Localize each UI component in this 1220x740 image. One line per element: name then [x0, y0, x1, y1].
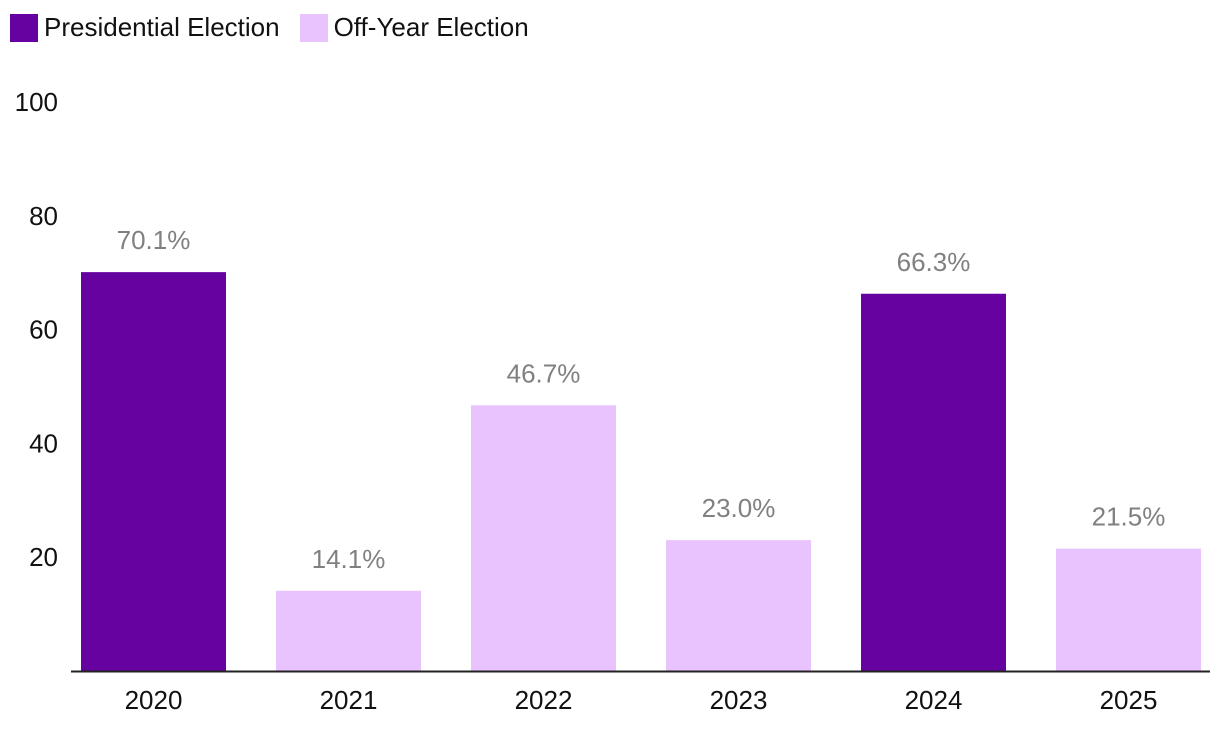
x-tick-label-2020: 2020 [125, 685, 183, 715]
bar-2022 [471, 405, 616, 671]
x-tick-label-2025: 2025 [1100, 685, 1158, 715]
bar-2020 [81, 272, 226, 671]
legend: Presidential Election Off-Year Election [10, 12, 549, 43]
legend-label-offyear: Off-Year Election [333, 12, 529, 42]
y-tick-label: 80 [29, 201, 58, 231]
y-tick-label: 60 [29, 315, 58, 345]
legend-label-presidential: Presidential Election [44, 12, 280, 42]
data-label-2024: 66.3% [897, 247, 971, 277]
legend-swatch-offyear [299, 13, 328, 42]
legend-item-offyear: Off-Year Election [299, 12, 529, 43]
x-tick-label-2023: 2023 [710, 685, 768, 715]
x-tick-label-2024: 2024 [905, 685, 963, 715]
x-tick-label-2022: 2022 [515, 685, 573, 715]
y-tick-label: 40 [29, 428, 58, 458]
data-label-2025: 21.5% [1092, 502, 1166, 532]
bar-2021 [276, 590, 421, 671]
data-label-2023: 23.0% [702, 493, 776, 523]
data-label-2021: 14.1% [312, 544, 386, 574]
data-label-2022: 46.7% [507, 358, 581, 388]
data-label-2020: 70.1% [117, 225, 191, 255]
bar-2024 [861, 293, 1006, 671]
bar-2023 [666, 540, 811, 671]
x-tick-label-2021: 2021 [320, 685, 378, 715]
y-tick-label: 100 [15, 87, 58, 117]
legend-item-presidential: Presidential Election [10, 12, 280, 43]
legend-swatch-presidential [10, 13, 38, 42]
y-tick-label: 20 [29, 542, 58, 572]
bar-2025 [1056, 548, 1201, 671]
